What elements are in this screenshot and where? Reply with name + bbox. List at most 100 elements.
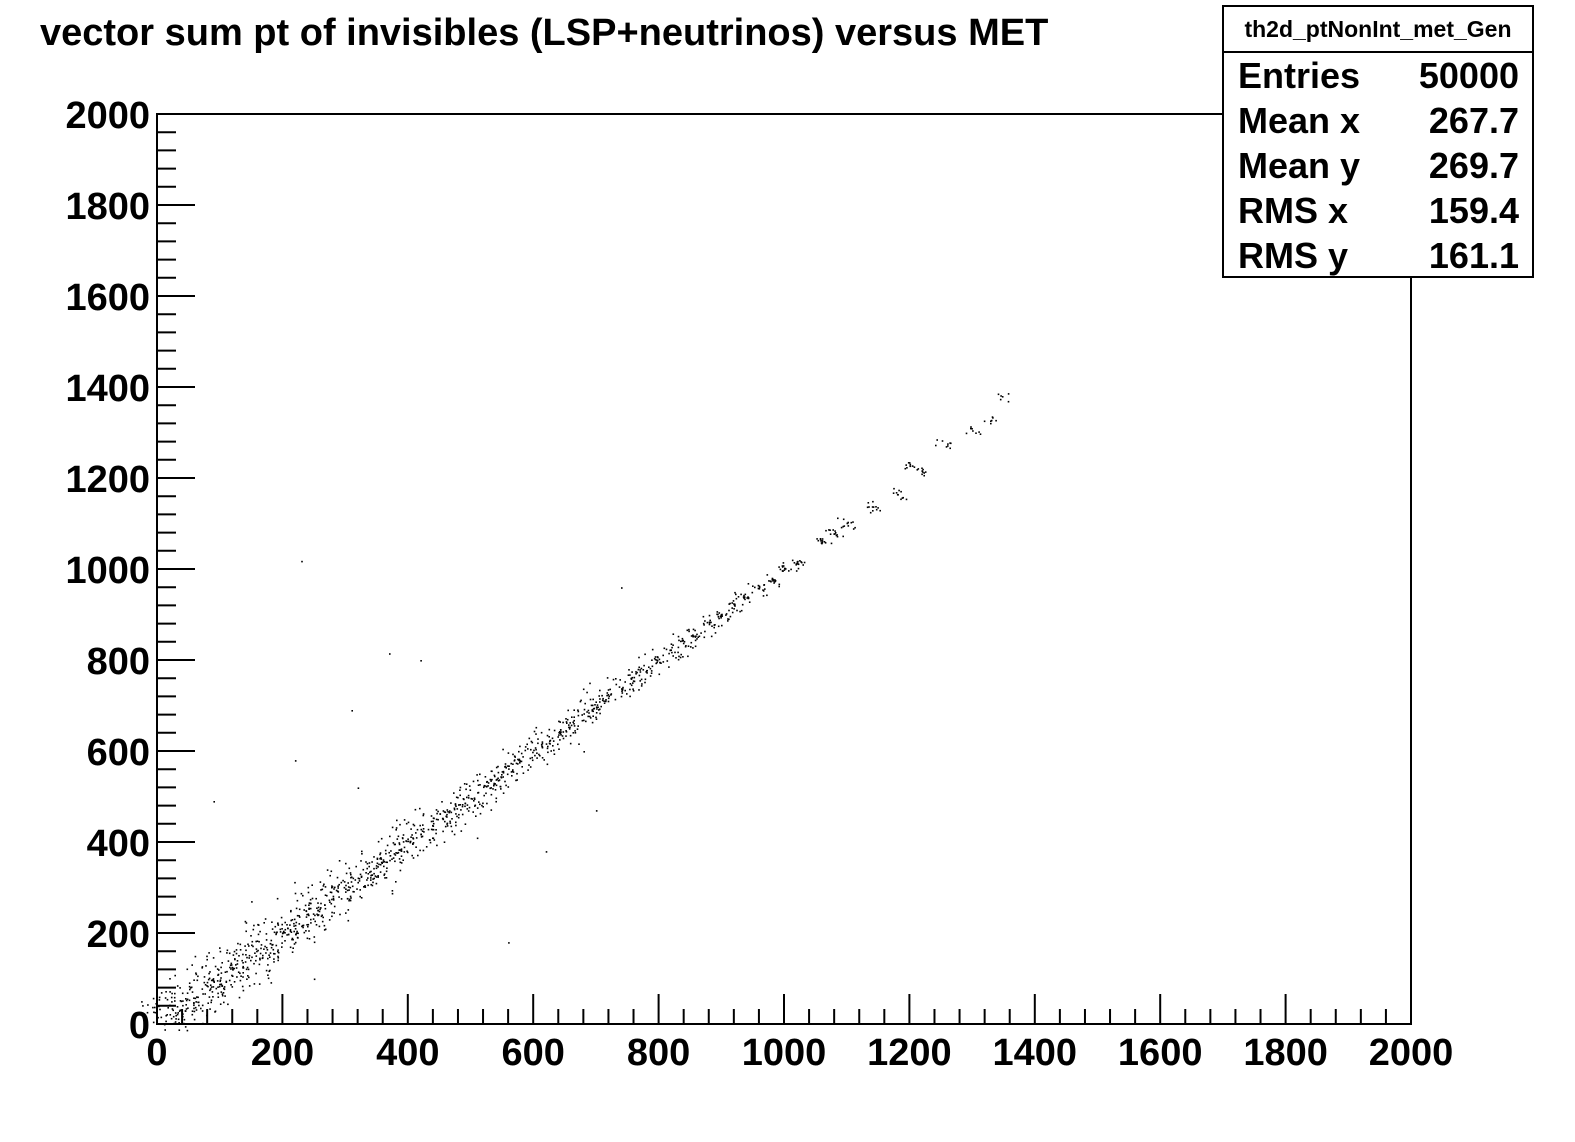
scatter-dot <box>607 700 610 703</box>
scatter-dot <box>252 928 255 931</box>
scatter-dot <box>505 767 507 769</box>
data-point <box>301 560 303 563</box>
scatter-dot <box>795 570 798 572</box>
scatter-dot <box>357 877 360 880</box>
scatter-dot <box>290 910 292 913</box>
scatter-dot <box>895 492 898 494</box>
scatter-dot <box>816 538 818 540</box>
scatter-dot <box>589 682 591 685</box>
scatter-dot <box>217 996 220 998</box>
scatter-dot <box>819 538 822 541</box>
scatter-dot <box>432 837 434 839</box>
scatter-dot <box>270 946 273 949</box>
scatter-dot <box>186 1029 189 1032</box>
scatter-dot <box>650 670 653 672</box>
scatter-dot <box>231 986 234 988</box>
scatter-dot <box>260 944 263 946</box>
scatter-dot <box>842 525 844 528</box>
scatter-dot <box>833 533 835 535</box>
scatter-dot <box>595 706 598 708</box>
scatter-dot <box>244 920 247 923</box>
scatter-dot <box>185 1004 187 1006</box>
scatter-dot <box>403 846 406 849</box>
scatter-dot <box>823 541 826 543</box>
scatter-dot <box>690 646 692 648</box>
scatter-dot <box>372 878 374 880</box>
scatter-dot <box>279 928 282 931</box>
scatter-dot <box>757 584 760 587</box>
scatter-dot <box>527 769 529 771</box>
scatter-dot <box>157 1016 159 1019</box>
scatter-dot <box>494 775 496 778</box>
scatter-dot <box>191 964 193 966</box>
scatter-dot <box>484 776 487 778</box>
scatter-dot <box>395 881 397 883</box>
scatter-dot <box>832 529 834 531</box>
scatter-dot <box>495 766 498 769</box>
scatter-dot <box>530 740 533 743</box>
scatter-dot <box>184 1026 187 1028</box>
scatter-dot <box>485 786 488 788</box>
scatter-dot <box>326 894 328 897</box>
scatter-dot <box>385 861 387 863</box>
scatter-dot <box>599 698 601 700</box>
scatter-dot <box>193 1002 195 1004</box>
scatter-dot <box>385 852 387 855</box>
scatter-dot <box>232 954 235 956</box>
scatter-dot <box>415 837 418 839</box>
scatter-dot <box>419 824 421 827</box>
scatter-dot <box>867 502 870 504</box>
scatter-dot <box>852 521 854 523</box>
scatter-dot <box>205 965 207 967</box>
scatter-dot <box>225 980 228 983</box>
scatter-dot <box>309 898 312 901</box>
scatter-dot <box>345 912 347 914</box>
scatter-dot <box>193 1018 196 1021</box>
scatter-dot <box>281 923 283 926</box>
scatter-dot <box>731 607 733 609</box>
scatter-dot <box>917 468 920 470</box>
scatter-dot <box>687 655 689 658</box>
scatter-dot <box>380 857 382 859</box>
scatter-dot <box>800 561 802 563</box>
scatter-dot <box>607 689 610 691</box>
scatter-dot <box>206 985 208 987</box>
scatter-dot <box>183 1018 186 1021</box>
scatter-dot <box>782 565 785 567</box>
scatter-dot <box>242 965 244 968</box>
scatter-dot <box>209 989 211 992</box>
scatter-dot <box>467 810 470 812</box>
scatter-dot <box>233 950 236 953</box>
scatter-dot <box>721 624 723 627</box>
scatter-dot <box>172 1015 175 1018</box>
scatter-dot <box>694 645 697 648</box>
scatter-dot <box>778 583 781 586</box>
scatter-dot <box>708 621 711 624</box>
scatter-dot <box>599 712 601 715</box>
scatter-dot <box>322 916 324 919</box>
scatter-dot <box>576 728 579 730</box>
y-tick-label: 1600 <box>65 277 150 319</box>
scatter-dot <box>298 915 300 917</box>
scatter-dot <box>495 784 498 787</box>
scatter-dot <box>294 928 297 930</box>
scatter-dot <box>905 464 907 466</box>
data-point <box>635 656 661 681</box>
scatter-dot <box>329 874 331 877</box>
scatter-dot <box>275 944 278 947</box>
scatter-dot <box>630 684 633 687</box>
scatter-dot <box>223 986 226 988</box>
scatter-dot <box>277 922 279 924</box>
scatter-dot <box>663 647 666 650</box>
scatter-dot <box>744 593 747 596</box>
data-point <box>791 559 806 570</box>
scatter-dot <box>492 788 494 790</box>
scatter-dot <box>412 837 414 839</box>
scatter-dot <box>182 1004 184 1007</box>
scatter-dot <box>443 811 446 813</box>
scatter-dot <box>207 1002 209 1004</box>
scatter-dot <box>377 875 379 877</box>
scatter-dot <box>535 726 538 729</box>
scatter-dot <box>257 923 259 926</box>
x-tick-label: 2000 <box>1369 1032 1454 1074</box>
